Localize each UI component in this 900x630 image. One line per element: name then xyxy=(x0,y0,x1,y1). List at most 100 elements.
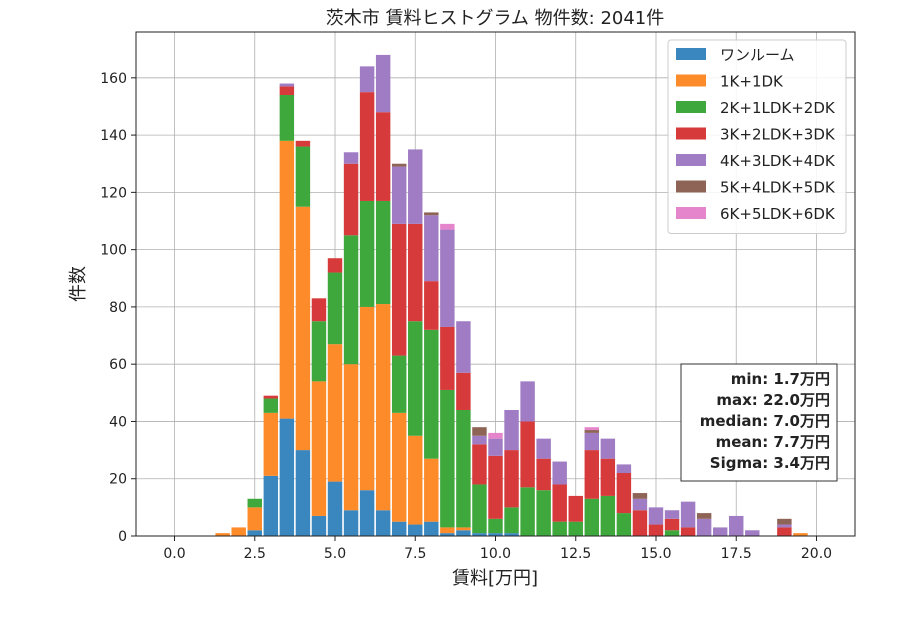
bar-segment-series-1 xyxy=(247,507,262,531)
bar-segment-series-5 xyxy=(632,493,648,499)
y-tick-label: 120 xyxy=(100,185,127,201)
bar-segment-series-3 xyxy=(664,518,680,531)
bar-segment-series-2 xyxy=(488,518,503,534)
bar-segment-series-4 xyxy=(343,152,359,164)
x-tick-label: 2.5 xyxy=(244,546,266,562)
bar-segment-series-3 xyxy=(680,527,696,536)
stats-max: max: 22.0万円 xyxy=(716,391,830,409)
bar-segment-series-0 xyxy=(311,515,327,536)
bar-segment-series-6 xyxy=(488,432,503,439)
bar-segment-series-4 xyxy=(712,527,728,536)
x-tick-label: 20.0 xyxy=(801,546,832,562)
bar-segment-series-3 xyxy=(263,395,279,399)
bar-segment-series-4 xyxy=(696,518,712,536)
bar-segment-series-4 xyxy=(552,461,567,485)
legend-label: 3K+2LDK+3DK xyxy=(720,126,836,144)
bar-segment-series-0 xyxy=(424,521,439,536)
bar-segment-series-3 xyxy=(424,281,439,330)
x-tick-label: 10.0 xyxy=(480,546,511,562)
bar-segment-series-4 xyxy=(279,83,295,87)
bar-segment-series-0 xyxy=(343,510,359,536)
bar-segment-series-0 xyxy=(359,490,375,536)
legend-swatch xyxy=(676,180,706,193)
bar-segment-series-1 xyxy=(408,435,423,525)
bar-segment-series-3 xyxy=(648,524,664,536)
bar-segment-series-2 xyxy=(536,490,551,536)
bar-segment-series-4 xyxy=(408,149,423,224)
bar-segment-series-0 xyxy=(456,530,471,536)
bar-segment-series-2 xyxy=(568,521,583,536)
bar-segment-series-1 xyxy=(231,527,246,536)
bar-segment-series-4 xyxy=(424,215,439,282)
bar-segment-series-3 xyxy=(488,455,503,519)
legend-label: 1K+1DK xyxy=(720,73,784,91)
bar-segment-series-2 xyxy=(600,495,616,536)
bar-segment-series-2 xyxy=(375,200,391,305)
bar-segment-series-3 xyxy=(536,458,551,491)
legend-swatch xyxy=(676,127,706,140)
bar-segment-series-4 xyxy=(375,54,391,113)
bar-segment-series-3 xyxy=(456,372,471,410)
bar-segment-series-4 xyxy=(632,498,648,511)
bar-segment-series-2 xyxy=(664,530,680,536)
bar-segment-series-1 xyxy=(440,527,455,534)
bar-segment-series-3 xyxy=(391,223,407,356)
bar-segment-series-2 xyxy=(327,272,343,345)
bars xyxy=(215,54,808,536)
bar-segment-series-3 xyxy=(472,444,487,485)
legend-swatch xyxy=(676,48,706,60)
y-tick-label: 140 xyxy=(100,128,127,144)
x-tick-label: 5.0 xyxy=(324,546,346,562)
bar-segment-series-2 xyxy=(408,321,423,436)
y-tick-label: 80 xyxy=(109,300,127,316)
bar-segment-series-5 xyxy=(391,163,407,167)
bar-segment-series-2 xyxy=(520,487,535,536)
bar-segment-series-4 xyxy=(745,530,760,536)
bar-segment-series-3 xyxy=(632,510,648,536)
bar-segment-series-3 xyxy=(568,495,583,522)
bar-segment-series-1 xyxy=(295,206,311,451)
bar-segment-series-2 xyxy=(311,321,327,382)
bar-segment-series-2 xyxy=(472,484,487,534)
bar-segment-series-2 xyxy=(584,498,600,536)
bar-segment-series-2 xyxy=(247,498,262,508)
bar-segment-series-4 xyxy=(391,166,407,224)
bar-segment-series-2 xyxy=(279,95,295,141)
bar-segment-series-4 xyxy=(616,464,632,473)
y-axis-ticks: 0 20 40 60 80 100 120 140 160 xyxy=(100,71,136,545)
y-tick-label: 20 xyxy=(109,472,127,488)
bar-segment-series-0 xyxy=(440,533,455,536)
stats-sigma: Sigma: 3.4万円 xyxy=(710,454,830,472)
bar-segment-series-2 xyxy=(343,235,359,365)
y-tick-label: 0 xyxy=(118,529,127,545)
bar-segment-series-3 xyxy=(520,421,535,488)
bar-segment-series-0 xyxy=(375,510,391,536)
bar-segment-series-1 xyxy=(391,412,407,522)
bar-segment-series-6 xyxy=(584,427,600,431)
y-tick-label: 40 xyxy=(109,414,127,430)
bar-segment-series-2 xyxy=(616,513,632,536)
bar-segment-series-1 xyxy=(263,412,279,476)
y-tick-label: 100 xyxy=(100,243,127,259)
bar-segment-series-0 xyxy=(295,450,311,536)
bar-segment-series-3 xyxy=(584,450,600,499)
bar-segment-series-2 xyxy=(456,410,471,528)
bar-segment-series-4 xyxy=(456,321,471,373)
bar-segment-series-5 xyxy=(584,430,600,433)
stats-box: min: 1.7万円 max: 22.0万円 median: 7.0万円 mea… xyxy=(680,363,838,482)
bar-segment-series-0 xyxy=(327,481,343,536)
bar-segment-series-1 xyxy=(375,304,391,511)
bar-segment-series-4 xyxy=(472,435,487,445)
bar-segment-series-2 xyxy=(504,507,519,534)
bar-segment-series-3 xyxy=(552,484,567,522)
bar-segment-series-1 xyxy=(327,344,343,482)
bar-segment-series-1 xyxy=(793,533,808,536)
bar-segment-series-4 xyxy=(440,229,455,327)
bar-segment-series-0 xyxy=(504,533,519,536)
bar-segment-series-2 xyxy=(263,398,279,413)
bar-segment-series-0 xyxy=(247,530,262,536)
y-axis-title: 件数 xyxy=(68,266,89,302)
bar-segment-series-2 xyxy=(552,521,567,536)
x-tick-label: 7.5 xyxy=(404,546,426,562)
bar-segment-series-4 xyxy=(488,438,503,456)
